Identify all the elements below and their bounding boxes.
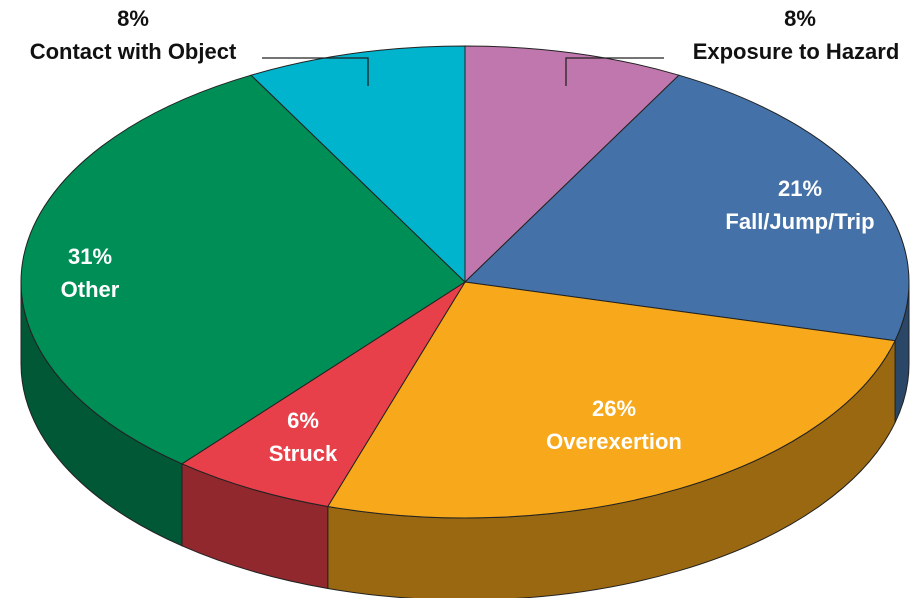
value-label: 26% [592, 396, 636, 421]
value-label: 31% [68, 244, 112, 269]
category-label: Struck [269, 441, 338, 466]
value-label: 21% [778, 176, 822, 201]
category-label: Fall/Jump/Trip [725, 209, 874, 234]
leader-line [262, 57, 369, 86]
pie-slice [250, 45, 466, 284]
category-label: Contact with Object [30, 39, 237, 64]
labels: 8% Exposure to Hazard 21% Fall/Jump/Trip 26%… [30, 6, 900, 466]
pie-slice [464, 45, 680, 284]
pie-slice [463, 74, 910, 342]
category-label: Other [61, 277, 120, 302]
pie-slice [20, 74, 466, 465]
category-label: Overexertion [546, 429, 682, 454]
pie-tops [20, 45, 910, 519]
value-label: 8% [117, 6, 149, 31]
pie-slice [180, 281, 466, 507]
category-label: Exposure to Hazard [693, 39, 900, 64]
value-label: 6% [287, 408, 319, 433]
pie-slice [326, 281, 896, 519]
leader-line [565, 57, 664, 86]
value-label: 8% [784, 6, 816, 31]
